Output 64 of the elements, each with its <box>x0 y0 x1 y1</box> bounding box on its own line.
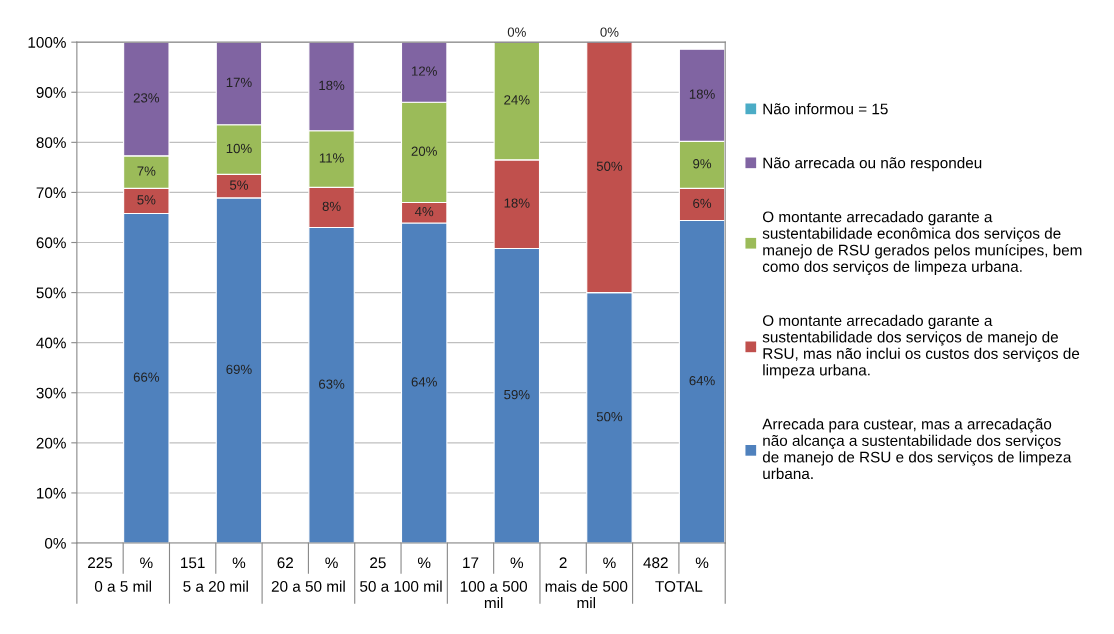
x-tick-label: 25 <box>370 557 386 569</box>
text: 5 a 20 mil <box>183 580 248 592</box>
x-tick-label: % <box>695 557 709 569</box>
y-tick-label: 90% <box>36 87 66 98</box>
y-tick-label: 60% <box>36 237 66 249</box>
data-label: 11% <box>319 153 344 163</box>
data-label: 18% <box>319 80 345 91</box>
text: mais de 500 mil <box>545 580 628 609</box>
legend-label: Arrecada para custear, mas a arrecadação não alcança a sustentabilidade dos serviços de manejo de RSU e dos serviços de limpeza urbana. <box>762 418 1072 480</box>
data-label: 64% <box>411 377 437 387</box>
y-tick-label: 50% <box>36 287 66 299</box>
text: 0 a 5 mil <box>94 580 152 592</box>
x-tick-label: 62 <box>277 557 293 569</box>
text: 20 a 50 mil <box>271 580 345 592</box>
data-label: 10% <box>226 143 252 154</box>
data-label: 50% <box>596 161 623 171</box>
data-label: 17% <box>226 77 252 87</box>
x-tick-label: % <box>232 557 246 569</box>
data-label: 24% <box>504 95 530 105</box>
data-label: 5% <box>229 180 249 190</box>
data-label: 66% <box>133 372 160 382</box>
data-label: 12% <box>412 66 437 76</box>
x-tick-label: 151 <box>181 557 205 569</box>
x-tick-label: 2 <box>559 557 567 568</box>
y-tick-label: 40% <box>36 337 66 349</box>
x-tick-label: % <box>325 557 338 569</box>
y-tick-label: 70% <box>36 187 66 199</box>
data-label: 69% <box>226 364 252 375</box>
y-tick-label: 10% <box>37 487 66 499</box>
text: TOTAL <box>655 580 703 592</box>
data-label: 63% <box>319 379 345 389</box>
data-label: 0% <box>507 27 526 37</box>
data-label: 0% <box>600 27 619 37</box>
data-label: 59% <box>504 389 530 400</box>
legend-label: Não arrecada ou não respondeu <box>763 157 982 172</box>
legend-label: O montante arrecadado garante a sustentabilidade econômica dos serviços de manejo de RSU gerados pelos munícipes, bem como dos serviços de limpeza urbana. <box>762 211 1082 276</box>
x-tick-label: 482 <box>643 557 668 569</box>
data-label: 9% <box>693 159 712 169</box>
y-tick-label: 100% <box>28 37 66 48</box>
data-label: 23% <box>133 93 160 103</box>
x-tick-label: 225 <box>88 557 113 569</box>
text: 50 a 100 mil <box>360 580 442 592</box>
y-tick-label: 0% <box>44 537 66 549</box>
y-tick-label: 30% <box>36 387 66 399</box>
x-tick-label: % <box>140 557 153 569</box>
data-label: 50% <box>596 412 623 422</box>
legend-label: Não informou = 15 <box>763 103 888 115</box>
data-label: 8% <box>322 201 341 211</box>
data-label: 4% <box>414 206 434 217</box>
y-tick-label: 80% <box>36 137 66 149</box>
x-tick-label: % <box>603 557 616 569</box>
x-tick-label: 17 <box>463 557 479 568</box>
data-label: 64% <box>689 375 715 386</box>
legend-label: O montante arrecadado garante a sustentabilidade dos serviços de manejo de RSU, mas não inclui os custos dos serviços de limpeza urbana. <box>762 314 1080 379</box>
data-label: 6% <box>693 198 712 208</box>
text: 100 a 500 mil <box>460 580 528 609</box>
data-label: 18% <box>504 198 530 208</box>
x-tick-label: % <box>510 557 524 569</box>
data-label: 7% <box>137 166 156 176</box>
x-tick-label: % <box>417 557 431 569</box>
data-label: 5% <box>137 195 156 205</box>
y-tick-label: 20% <box>36 437 66 449</box>
data-label: 18% <box>689 89 715 99</box>
data-label: 20% <box>411 146 437 156</box>
